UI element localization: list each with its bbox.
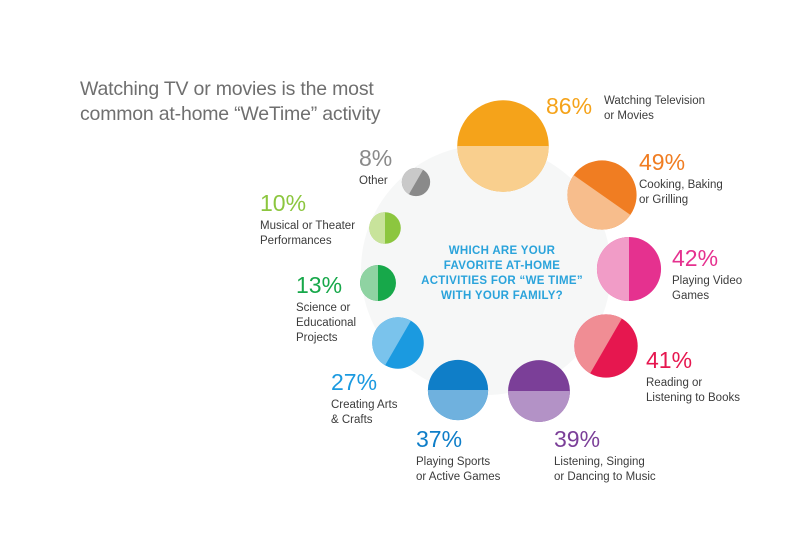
- bubble-science: [360, 265, 396, 301]
- chart-title-line-1: Watching TV or movies is the most: [80, 78, 374, 100]
- bubble-music-light: [508, 391, 570, 422]
- center-question-line-3: ACTIVITIES FOR “WE TIME”: [421, 275, 583, 287]
- bubble-music: [508, 360, 570, 422]
- category-label-tv-0: Watching Television: [604, 95, 705, 107]
- center-question: WHICH ARE YOUR FAVORITE AT-HOME ACTIVITI…: [421, 245, 583, 302]
- bubble-videogames: [596, 236, 662, 302]
- bubble-musical-light: [369, 212, 385, 244]
- bubble-videogames-light: [596, 236, 629, 302]
- category-label-tv-1: or Movies: [604, 110, 654, 122]
- category-label-science-0: Science or: [296, 302, 351, 314]
- value-label-musical: 10%: [260, 190, 306, 216]
- center-question-line-1: WHICH ARE YOUR: [449, 245, 556, 257]
- value-label-science: 13%: [296, 272, 342, 298]
- chart-title-line-2: common at-home “WeTime” activity: [80, 103, 381, 125]
- bubble-arts-light: [372, 317, 411, 366]
- bubble-other: [401, 167, 431, 197]
- bubble-tv: [457, 100, 549, 192]
- bubble-science-light: [360, 265, 378, 301]
- value-label-cooking: 49%: [639, 149, 685, 175]
- bubble-arts: [372, 317, 424, 369]
- category-label-videogames-1: Games: [672, 290, 709, 302]
- bubble-sports-light: [427, 390, 489, 421]
- bubble-cooking: [567, 160, 637, 230]
- center-question-line-4: WITH YOUR FAMILY?: [441, 290, 563, 302]
- value-label-tv: 86%: [546, 93, 592, 119]
- category-label-reading-0: Reading or: [646, 377, 702, 389]
- bubble-tv-light: [457, 146, 549, 192]
- category-label-music-0: Listening, Singing: [554, 456, 645, 468]
- category-label-science-2: Projects: [296, 332, 338, 344]
- category-label-arts-1: & Crafts: [331, 414, 373, 426]
- value-label-sports: 37%: [416, 426, 462, 452]
- value-label-music: 39%: [554, 426, 600, 452]
- center-backdrop: [361, 145, 611, 395]
- category-label-cooking-0: Cooking, Baking: [639, 179, 723, 191]
- bubbles-group: [360, 100, 662, 422]
- category-label-musical-0: Musical or Theater: [260, 220, 355, 232]
- bubble-other-light: [401, 167, 424, 195]
- category-label-musical-1: Performances: [260, 235, 332, 247]
- category-label-other-0: Other: [359, 175, 388, 187]
- category-label-sports-1: or Active Games: [416, 471, 501, 483]
- bubble-sports: [427, 359, 489, 421]
- value-label-arts: 27%: [331, 369, 377, 395]
- labels-group: 86% Watching Television or Movies 49% Cookin…: [260, 93, 742, 483]
- bubble-reading-light: [574, 314, 622, 374]
- bubble-reading: [574, 314, 638, 378]
- category-label-arts-0: Creating Arts: [331, 399, 398, 411]
- category-label-music-1: or Dancing to Music: [554, 471, 656, 483]
- category-label-cooking-1: or Grilling: [639, 194, 688, 206]
- value-label-reading: 41%: [646, 347, 692, 373]
- center-question-line-2: FAVORITE AT-HOME: [444, 260, 560, 272]
- category-label-science-1: Educational: [296, 317, 356, 329]
- chart-title: Watching TV or movies is the most common…: [80, 77, 410, 127]
- category-label-videogames-0: Playing Video: [672, 275, 742, 287]
- value-label-videogames: 42%: [672, 245, 718, 271]
- value-label-other: 8%: [359, 145, 392, 171]
- bubble-cooking-light: [567, 175, 631, 230]
- category-label-sports-0: Playing Sports: [416, 456, 490, 468]
- bubble-musical: [369, 212, 401, 244]
- category-label-reading-1: Listening to Books: [646, 392, 740, 404]
